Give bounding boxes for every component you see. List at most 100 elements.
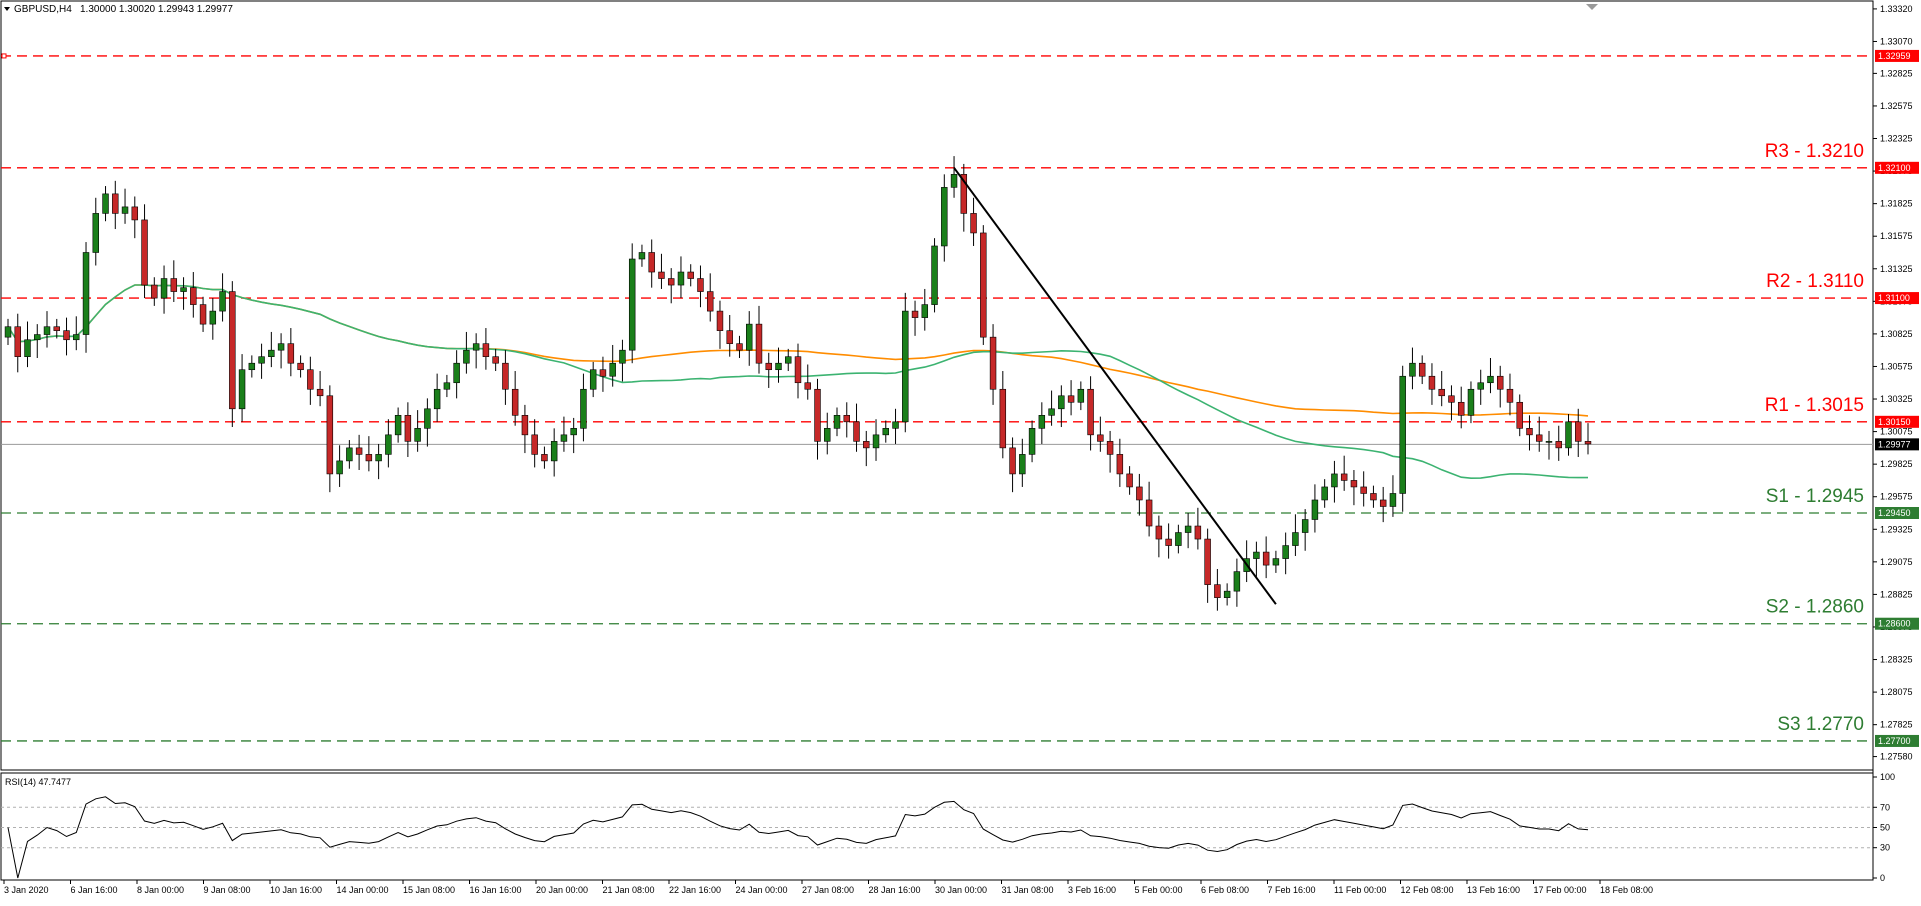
rsi-label: RSI(14) 47.7477 xyxy=(5,777,71,787)
candle-body xyxy=(404,415,412,442)
candle-body xyxy=(863,441,870,449)
candle-body xyxy=(4,326,12,338)
candle-body xyxy=(443,382,451,390)
candle-body xyxy=(1184,525,1192,533)
rsi-tick-label: 50 xyxy=(1880,823,1890,833)
candle-body xyxy=(765,362,772,371)
candle-body xyxy=(102,193,109,214)
x-tick-label: 24 Jan 00:00 xyxy=(736,885,788,895)
candle-body xyxy=(502,362,509,390)
candle-body xyxy=(180,287,187,292)
level-tag-box xyxy=(1875,507,1919,519)
candle-body xyxy=(658,271,665,279)
candle-body xyxy=(375,454,382,462)
candle-body xyxy=(755,323,763,364)
level-label: R3 - 1.3210 xyxy=(1765,141,1864,162)
x-tick-label: 20 Jan 00:00 xyxy=(536,885,588,895)
rsi-tick-label: 70 xyxy=(1880,802,1890,812)
candle-body xyxy=(1448,395,1455,403)
candle-body xyxy=(843,415,850,423)
candle-body xyxy=(1019,454,1026,475)
x-tick-label: 17 Feb 00:00 xyxy=(1534,885,1587,895)
candle-body xyxy=(277,343,285,351)
level-tag-box xyxy=(1875,617,1919,630)
candle-body xyxy=(628,258,636,351)
y-tick-label: 1.30575 xyxy=(1880,361,1913,371)
candle-body xyxy=(34,334,41,341)
candle-body xyxy=(1175,532,1182,546)
x-tick-label: 21 Jan 08:00 xyxy=(603,885,655,895)
level-label: R1 - 1.3015 xyxy=(1765,395,1864,416)
level-tag-box xyxy=(1875,49,1919,62)
candle-body xyxy=(882,428,890,436)
candle-body xyxy=(73,334,80,341)
candle-body xyxy=(950,174,958,188)
x-tick-label: 10 Jan 16:00 xyxy=(270,885,322,895)
x-tick-label: 9 Jan 08:00 xyxy=(204,885,251,895)
level-tag-box xyxy=(1875,292,1919,305)
y-tick-label: 1.27580 xyxy=(1880,752,1913,762)
ohlc-readout: 1.30000 1.30020 1.29943 1.29977 xyxy=(80,4,233,15)
candle-body xyxy=(589,369,597,390)
candle-body xyxy=(931,245,938,305)
y-tick-label: 1.29825 xyxy=(1880,459,1913,469)
candle-body xyxy=(1516,401,1523,429)
candle-body xyxy=(746,323,753,351)
candle-body xyxy=(1350,480,1358,488)
candle-body xyxy=(1028,428,1036,455)
candle-body xyxy=(570,428,577,436)
candle-body xyxy=(1204,538,1211,585)
y-tick-label: 1.32825 xyxy=(1880,68,1913,78)
x-tick-label: 22 Jan 16:00 xyxy=(669,885,721,895)
candle-body xyxy=(1126,473,1133,488)
candle-body xyxy=(199,304,207,325)
candle-body xyxy=(307,369,314,390)
candle-body xyxy=(355,447,363,455)
candle-body xyxy=(999,388,1007,449)
candle-body xyxy=(619,349,626,364)
candle-body xyxy=(1545,441,1553,443)
candle-body xyxy=(433,388,441,410)
candle-body xyxy=(1116,454,1124,475)
price-axis: 1.333201.330701.328251.325751.323251.320… xyxy=(1873,4,1919,762)
candle-body xyxy=(1340,473,1348,481)
candle-body xyxy=(1165,538,1172,546)
rsi-guides xyxy=(1,806,1873,849)
x-tick-label: 3 Jan 2020 xyxy=(4,885,49,895)
level-label: S1 - 1.2945 xyxy=(1766,486,1864,507)
candle-body xyxy=(92,213,100,253)
y-tick-label: 1.33070 xyxy=(1880,36,1913,46)
descending-trendline[interactable] xyxy=(953,167,1277,605)
candle-body xyxy=(287,343,295,364)
x-tick-label: 6 Feb 08:00 xyxy=(1201,885,1249,895)
candle-body xyxy=(1194,525,1202,540)
candle-body xyxy=(1379,499,1387,507)
candle-body xyxy=(53,326,60,331)
candle-body xyxy=(43,326,51,335)
candle-body xyxy=(580,388,587,429)
candle-body xyxy=(316,388,324,397)
collapse-arrow-icon[interactable] xyxy=(4,7,10,11)
shift-marker-icon[interactable] xyxy=(1586,4,1598,10)
candle-body xyxy=(1048,408,1055,416)
candle-body xyxy=(648,252,655,273)
candle-body xyxy=(346,447,353,462)
x-tick-label: 13 Feb 16:00 xyxy=(1467,885,1520,895)
level-label: S2 - 1.2860 xyxy=(1766,597,1864,618)
candle-body xyxy=(1214,584,1221,598)
candle-body xyxy=(1272,558,1280,566)
x-tick-label: 3 Feb 16:00 xyxy=(1068,885,1116,895)
y-tick-label: 1.32575 xyxy=(1880,101,1913,111)
candle-body xyxy=(1477,382,1484,390)
level-tag-box xyxy=(1875,734,1919,747)
rsi-tick-label: 30 xyxy=(1880,843,1890,853)
candle-body xyxy=(550,441,558,462)
x-tick-label: 7 Feb 16:00 xyxy=(1268,885,1316,895)
x-tick-label: 5 Feb 00:00 xyxy=(1135,885,1183,895)
candle-body xyxy=(463,349,470,364)
level-tag-text: 1.32100 xyxy=(1878,163,1911,173)
y-tick-label: 1.31825 xyxy=(1880,199,1913,209)
candle-body xyxy=(1565,421,1572,449)
